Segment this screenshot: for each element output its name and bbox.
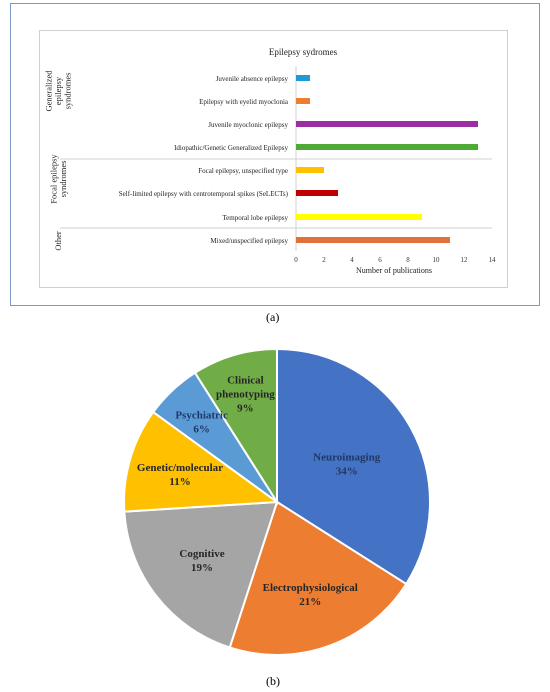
group-label-line: Focal epilepsy: [48, 154, 58, 204]
pie-slice: [228, 500, 408, 656]
pie-slice: [123, 500, 279, 649]
bar: [296, 144, 478, 150]
pie-slice-percent: 6%: [193, 424, 210, 436]
pie-slice: [122, 410, 280, 513]
category-label: Self-limited epilepsy with centrotempora…: [119, 190, 289, 198]
category-label: Focal epilepsy, unspecified type: [198, 167, 288, 175]
category-label: Mixed/unspecified epilepsy: [210, 237, 288, 245]
pie-slice-name: Cognitive: [179, 548, 224, 560]
pie-slice-percent: 19%: [191, 562, 213, 574]
category-label: Juvenile absence epilepsy: [216, 75, 289, 83]
group-label: Other: [53, 231, 63, 251]
pie-slice-name: Psychiatric: [175, 410, 228, 422]
x-tick-label: 14: [489, 256, 497, 264]
category-label: Juvenile myoclonic epilepsy: [208, 121, 288, 129]
pie-slice-label: Neuroimaging 34%: [313, 452, 381, 478]
bar: [296, 190, 338, 196]
bar: [296, 167, 324, 173]
bar-chart: Epilepsy sydromesGeneralizedepilepsysynd…: [44, 47, 497, 275]
category-label: Epilepsy with eyelid myoclonia: [199, 98, 289, 106]
group-label: Focal epilepsysyndromes: [48, 154, 68, 204]
pie-slice-percent: 9%: [237, 402, 254, 414]
group-label-line: syndromes: [63, 73, 73, 110]
pie-slice: [193, 347, 278, 506]
chart-title: Epilepsy sydromes: [269, 47, 338, 57]
category-label: Idiopathic/Genetic Generalized Epilepsy: [174, 144, 288, 152]
pie-slice-name: Electrophysiological: [263, 582, 358, 594]
bar-chart-area: Epilepsy sydromes Generalizedepilepsysynd…: [39, 30, 508, 288]
group-label-line: Generalized: [44, 70, 54, 112]
group-label-line: Other: [53, 231, 63, 251]
group-label-line: epilepsy: [53, 76, 63, 105]
bar: [296, 75, 310, 81]
x-axis-label: Number of publications: [356, 266, 432, 275]
bar: [296, 237, 450, 243]
pie-slice-name: phenotyping: [216, 388, 275, 400]
group-label-line: syndromes: [58, 161, 68, 198]
pie-slice-percent: 21%: [299, 596, 321, 608]
x-tick-label: 0: [294, 256, 298, 264]
x-tick-label: 2: [322, 256, 326, 264]
pie-slice-label: Psychiatric 6%: [175, 410, 228, 436]
pie-slice-label: Cognitive 19%: [179, 548, 224, 574]
bar: [296, 214, 422, 220]
pie-slice-name: Clinical: [227, 374, 264, 386]
category-label: Temporal lobe epilepsy: [222, 214, 288, 222]
pie-slice-name: Neuroimaging: [313, 452, 381, 464]
caption-a: (a): [266, 310, 280, 324]
x-tick-label: 6: [378, 256, 382, 264]
x-tick-label: 4: [350, 256, 354, 264]
figure-a-frame: Epilepsy sydromes Generalizedepilepsysynd…: [10, 3, 540, 306]
x-tick-label: 12: [461, 256, 469, 264]
pie-slice-percent: 11%: [169, 476, 190, 488]
x-tick-label: 10: [433, 256, 441, 264]
caption-b: (b): [266, 674, 280, 688]
pie-slice-label: Electrophysiological 21%: [263, 582, 358, 608]
pie-slice-label: Clinical phenotyping 9%: [216, 374, 275, 414]
pie-slice-name: Genetic/molecular: [137, 462, 223, 474]
bar: [296, 98, 310, 104]
x-tick-label: 8: [406, 256, 410, 264]
pie-chart: Neuroimaging 34% Electrophysiological 21% Co…: [122, 347, 431, 656]
group-label: Generalizedepilepsysyndromes: [44, 70, 73, 112]
bar: [296, 121, 478, 127]
pie-slice-label: Genetic/molecular 11%: [137, 462, 223, 488]
pie-slice-percent: 34%: [336, 466, 358, 478]
